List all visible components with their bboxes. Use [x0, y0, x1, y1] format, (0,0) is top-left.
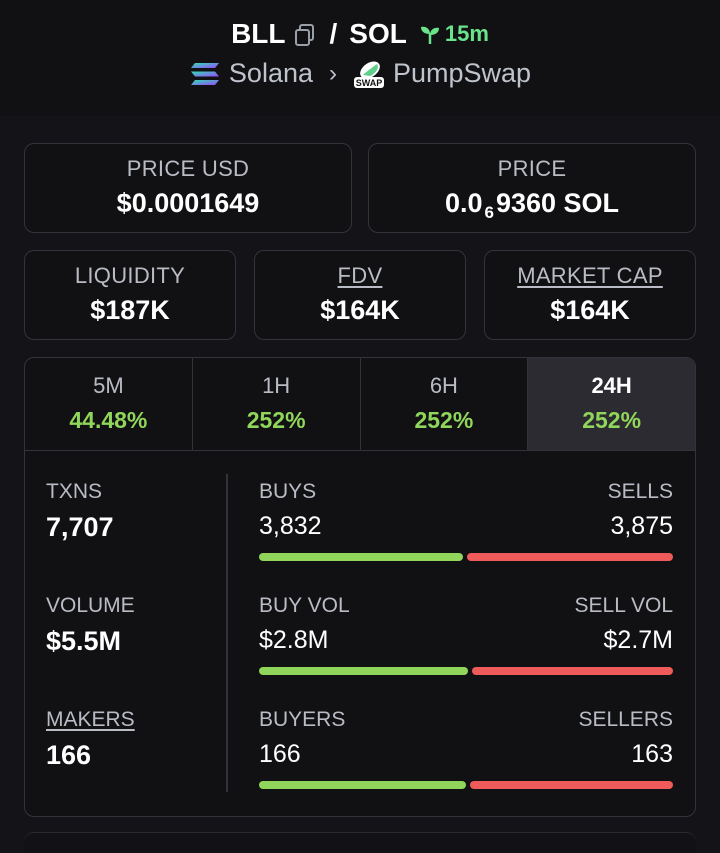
market-cap-card[interactable]: MARKET CAP $164K [484, 250, 696, 340]
sellers-label: SELLERS [578, 708, 673, 731]
sells-value: 3,875 [610, 512, 673, 540]
buys-value: 3,832 [259, 512, 322, 540]
tab-5m-change: 44.48% [69, 407, 148, 433]
price-native-value: 0.0 69360 SOL [369, 188, 695, 223]
pair-title: BLL / SOL 15m [0, 18, 720, 50]
sells-bar [467, 553, 673, 561]
buyers-sellers-bar [259, 781, 673, 789]
fdv-value: $164K [320, 295, 400, 325]
txns-value: 7,707 [46, 512, 114, 542]
txns-stat: TXNS 7,707 [46, 480, 114, 543]
pair-age-badge: 15m [419, 21, 489, 47]
pair-separator: / [329, 18, 338, 49]
pair-header: BLL / SOL 15m [0, 0, 720, 116]
sellers-bar [470, 781, 673, 789]
buys-label: BUYS [259, 480, 317, 503]
dex-badge-text: SWAP [356, 78, 383, 88]
price-native-label: PRICE [497, 156, 567, 181]
price-usd-value: $0.0001649 [116, 188, 260, 218]
tab-24h[interactable]: 24H 252% [528, 358, 695, 450]
tab-1h-change: 252% [246, 407, 306, 433]
sellers-value: 163 [631, 740, 673, 768]
stats-panel: 5M 44.48% 1H 252% 6H 252% 24H 252% TXNS … [24, 357, 696, 817]
volume-label: VOLUME [46, 594, 135, 617]
tab-5m[interactable]: 5M 44.48% [25, 358, 193, 450]
market-cap-value: $164K [550, 295, 630, 325]
timeframe-tabs: 5M 44.48% 1H 252% 6H 252% 24H 252% [25, 358, 695, 451]
quote-token-symbol: SOL [349, 18, 407, 49]
tab-24h-label: 24H [591, 373, 632, 398]
dex-link[interactable]: PumpSwap [393, 58, 532, 88]
price-usd-label: PRICE USD [126, 156, 250, 181]
volume-stat: VOLUME $5.5M [46, 594, 135, 657]
pumpswap-icon: SWAP [354, 60, 384, 88]
solana-icon [190, 62, 219, 85]
sell-vol-bar [472, 667, 673, 675]
makers-stat[interactable]: MAKERS 166 [46, 708, 135, 771]
liquidity-card: LIQUIDITY $187K [24, 250, 236, 340]
liquidity-label: LIQUIDITY [74, 263, 186, 288]
tab-6h-change: 252% [414, 407, 474, 433]
market-cap-label[interactable]: MARKET CAP [517, 263, 663, 288]
stats-divider [226, 474, 228, 792]
makers-value: 166 [46, 740, 92, 770]
price-native-prefix: 0.0 [444, 188, 483, 218]
sell-vol-label: SELL VOL [574, 594, 673, 617]
fdv-card[interactable]: FDV $164K [254, 250, 466, 340]
breadcrumb: Solana › SWAP PumpSwap [0, 58, 720, 89]
tab-6h[interactable]: 6H 252% [361, 358, 529, 450]
buyers-bar [259, 781, 466, 789]
buyers-label: BUYERS [259, 708, 346, 731]
chain-link[interactable]: Solana [228, 58, 313, 88]
sell-vol-value: $2.7M [603, 626, 673, 654]
tab-1h[interactable]: 1H 252% [193, 358, 361, 450]
price-native-digits: 9360 SOL [495, 188, 620, 218]
buy-vol-label: BUY VOL [259, 594, 350, 617]
price-native-card: PRICE 0.0 69360 SOL [368, 143, 696, 233]
tab-6h-label: 6H [429, 373, 458, 398]
txns-label: TXNS [46, 480, 103, 503]
liquidity-value: $187K [90, 295, 170, 325]
tab-1h-label: 1H [262, 373, 291, 398]
pair-age: 15m [444, 21, 489, 46]
copy-icon[interactable] [294, 22, 318, 46]
base-token-symbol: BLL [231, 18, 286, 49]
sells-label: SELLS [607, 480, 673, 503]
tab-24h-change: 252% [582, 407, 642, 433]
makers-label[interactable]: MAKERS [46, 708, 135, 731]
volume-value: $5.5M [46, 626, 122, 656]
buys-sells-stat: BUYS SELLS 3,832 3,875 [259, 480, 673, 561]
buy-vol-value: $2.8M [259, 626, 329, 654]
chevron-right-icon: › [329, 59, 337, 87]
sprout-icon [420, 26, 439, 44]
tab-5m-label: 5M [93, 373, 124, 398]
buy-vol-bar [259, 667, 468, 675]
buyers-sellers-stat: BUYERS SELLERS 166 163 [259, 708, 673, 789]
buys-bar [259, 553, 463, 561]
fdv-label[interactable]: FDV [337, 263, 383, 288]
price-usd-card: PRICE USD $0.0001649 [24, 143, 352, 233]
buys-sells-bar [259, 553, 673, 561]
price-native-zero-count: 6 [484, 203, 494, 222]
next-section-edge [24, 832, 696, 853]
volume-split-stat: BUY VOL SELL VOL $2.8M $2.7M [259, 594, 673, 675]
buyers-value: 166 [259, 740, 301, 768]
volume-split-bar [259, 667, 673, 675]
